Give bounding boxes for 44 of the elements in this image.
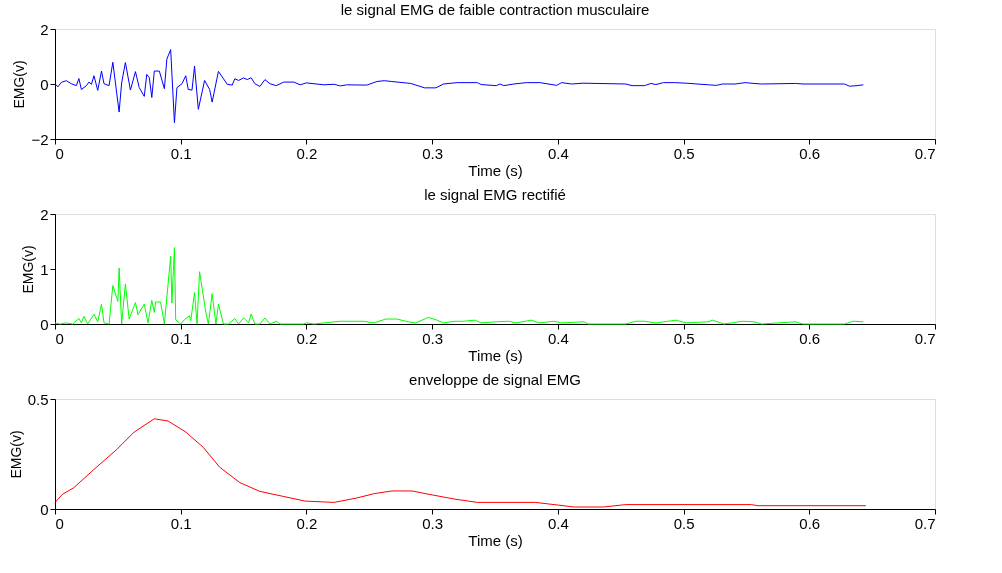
x-tick-label: 0 bbox=[55, 329, 64, 347]
x-axis-title: Time (s) bbox=[468, 531, 523, 549]
x-tick-label: 0.6 bbox=[799, 144, 821, 162]
x-tick-label: 0.6 bbox=[799, 329, 821, 347]
chart-title: enveloppe de signal EMG bbox=[409, 371, 581, 388]
y-axis-title: EMG(v) bbox=[20, 245, 37, 294]
x-tick-label: 0.3 bbox=[422, 514, 444, 532]
x-tick-label: 0.6 bbox=[799, 514, 821, 532]
x-tick-label: 0.7 bbox=[914, 329, 936, 347]
x-tick-label: 0.5 bbox=[673, 514, 695, 532]
x-tick-label: 0.1 bbox=[170, 329, 192, 347]
x-axis-title: Time (s) bbox=[468, 161, 523, 179]
line-series bbox=[54, 418, 867, 508]
x-tick-label: 0 bbox=[55, 144, 64, 162]
x-tick-label: 0.5 bbox=[673, 144, 695, 162]
y-tick-label: 1 bbox=[40, 260, 49, 278]
y-tick-label: 0 bbox=[40, 315, 49, 333]
x-tick-label: 0.2 bbox=[296, 514, 318, 532]
x-tick-label: 0.7 bbox=[914, 144, 936, 162]
y-tick-label: −2 bbox=[31, 130, 49, 148]
x-tick-label: 0.4 bbox=[547, 144, 569, 162]
y-tick-label: 2 bbox=[40, 205, 49, 223]
line-series bbox=[54, 49, 864, 124]
chart-title: le signal EMG rectifié bbox=[424, 186, 566, 203]
x-tick-label: 0 bbox=[55, 514, 64, 532]
y-tick-label: 0 bbox=[40, 500, 49, 518]
y-axis-title: EMG(v) bbox=[11, 60, 28, 109]
x-tick-label: 0.4 bbox=[547, 514, 569, 532]
x-tick-label: 0.3 bbox=[422, 329, 444, 347]
x-tick-label: 0.4 bbox=[547, 329, 569, 347]
x-tick-label: 0.3 bbox=[422, 144, 444, 162]
x-tick-label: 0.1 bbox=[170, 514, 192, 532]
x-tick-label: 0.5 bbox=[673, 329, 695, 347]
y-tick-label: 0 bbox=[40, 75, 49, 93]
y-axis-title: EMG(v) bbox=[7, 430, 24, 479]
x-tick-label: 0.1 bbox=[170, 144, 192, 162]
x-tick-label: 0.2 bbox=[296, 144, 318, 162]
x-tick-label: 0.7 bbox=[914, 514, 936, 532]
y-tick-label: 0.5 bbox=[27, 390, 49, 408]
line-series bbox=[54, 247, 864, 325]
x-axis-title: Time (s) bbox=[468, 346, 523, 364]
x-tick-label: 0.2 bbox=[296, 329, 318, 347]
chart-title: le signal EMG de faible contraction musculaire bbox=[340, 1, 650, 18]
y-tick-label: 2 bbox=[40, 20, 49, 38]
